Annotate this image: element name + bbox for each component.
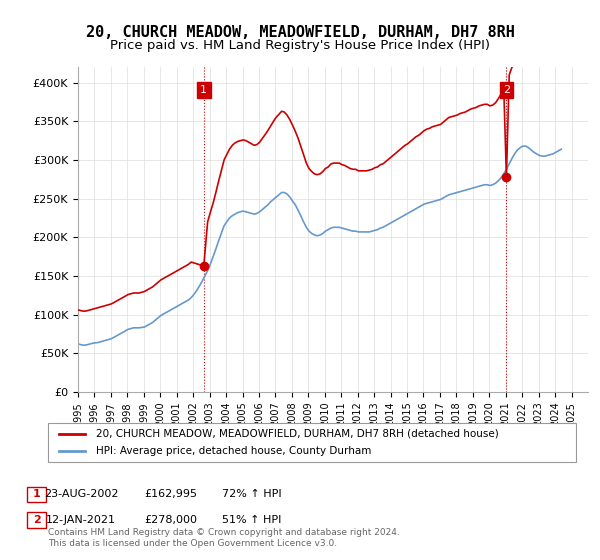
Text: £162,995: £162,995 (145, 489, 197, 500)
Text: 72% ↑ HPI: 72% ↑ HPI (222, 489, 282, 500)
Text: HPI: Average price, detached house, County Durham: HPI: Average price, detached house, Coun… (95, 446, 371, 456)
Text: 2: 2 (503, 85, 510, 95)
Text: 23-AUG-2002: 23-AUG-2002 (44, 489, 118, 500)
Text: 1: 1 (200, 85, 207, 95)
Text: 1: 1 (33, 489, 40, 500)
Text: 12-JAN-2021: 12-JAN-2021 (46, 515, 116, 525)
Text: 20, CHURCH MEADOW, MEADOWFIELD, DURHAM, DH7 8RH: 20, CHURCH MEADOW, MEADOWFIELD, DURHAM, … (86, 25, 514, 40)
Text: £278,000: £278,000 (145, 515, 197, 525)
Text: Contains HM Land Registry data © Crown copyright and database right 2024.
This d: Contains HM Land Registry data © Crown c… (48, 528, 400, 548)
Text: Price paid vs. HM Land Registry's House Price Index (HPI): Price paid vs. HM Land Registry's House … (110, 39, 490, 52)
Text: 2: 2 (33, 515, 40, 525)
Text: 51% ↑ HPI: 51% ↑ HPI (223, 515, 281, 525)
FancyBboxPatch shape (48, 423, 576, 462)
Text: 20, CHURCH MEADOW, MEADOWFIELD, DURHAM, DH7 8RH (detached house): 20, CHURCH MEADOW, MEADOWFIELD, DURHAM, … (95, 429, 498, 439)
